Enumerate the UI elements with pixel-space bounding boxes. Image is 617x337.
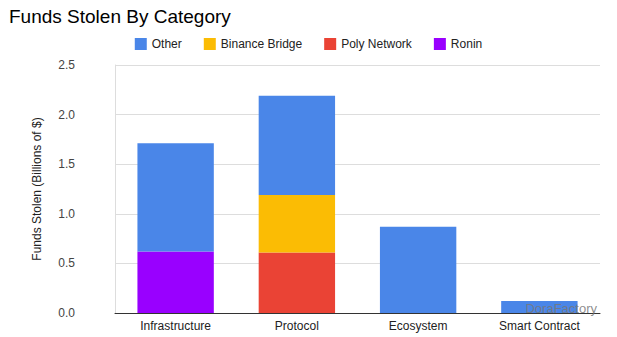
svg-text:Funds Stolen By Category: Funds Stolen By Category: [9, 6, 231, 27]
svg-text:1.5: 1.5: [58, 157, 75, 171]
svg-text:Ronin: Ronin: [451, 37, 482, 51]
svg-text:Other: Other: [152, 37, 182, 51]
svg-text:0.0: 0.0: [58, 306, 75, 320]
svg-text:Smart Contract: Smart Contract: [499, 319, 580, 333]
svg-text:1.0: 1.0: [58, 207, 75, 221]
svg-text:2.0: 2.0: [58, 108, 75, 122]
svg-text:Poly Network: Poly Network: [341, 37, 413, 51]
svg-text:Funds Stolen (Billions of $): Funds Stolen (Billions of $): [30, 117, 44, 260]
svg-text:Ecosystem: Ecosystem: [389, 319, 448, 333]
svg-text:DoraFactory: DoraFactory: [525, 301, 597, 316]
svg-text:Infrastructure: Infrastructure: [140, 319, 211, 333]
svg-text:Binance Bridge: Binance Bridge: [221, 37, 303, 51]
svg-text:2.5: 2.5: [58, 58, 75, 72]
svg-text:Protocol: Protocol: [275, 319, 319, 333]
svg-text:0.5: 0.5: [58, 256, 75, 270]
